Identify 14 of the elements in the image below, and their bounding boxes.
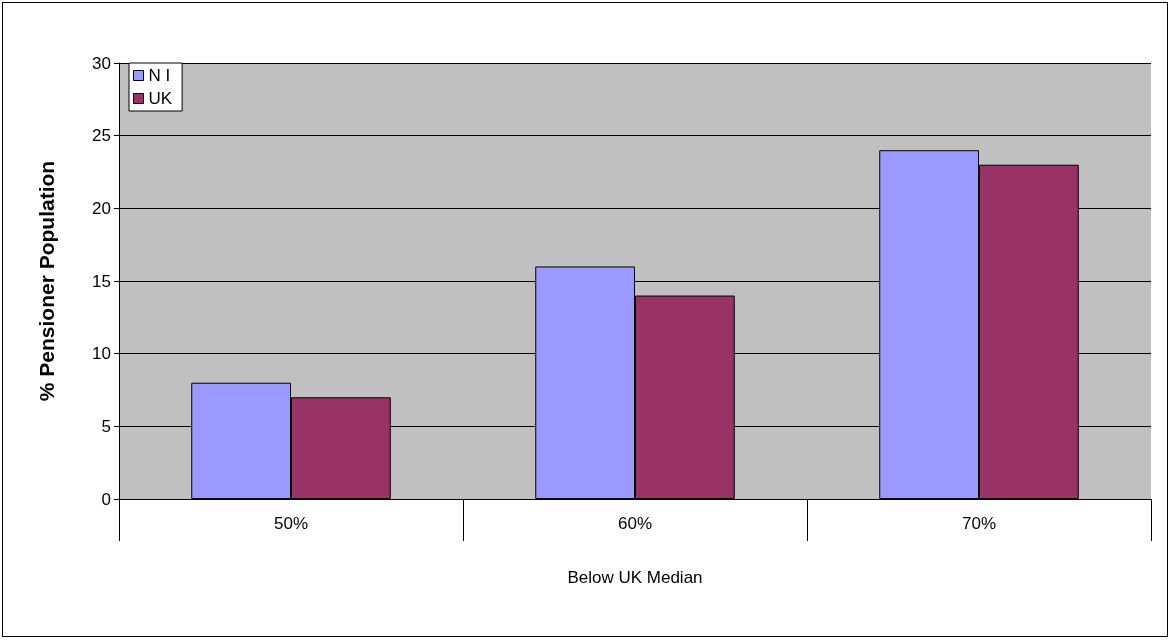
- legend-label: N I: [148, 66, 171, 85]
- y-tick-label: 15: [92, 271, 111, 291]
- y-tick-label: 20: [92, 198, 111, 218]
- y-tick-label: 5: [101, 416, 111, 436]
- y-tick-label: 0: [101, 489, 111, 509]
- x-tick-label: 50%: [273, 514, 309, 533]
- y-axis-title: % Pensioner Population: [35, 160, 58, 402]
- y-tick-label: 10: [92, 344, 111, 364]
- y-tick-label: 25: [92, 126, 111, 146]
- x-tick-label: 70%: [961, 514, 997, 533]
- legend-label: UK: [148, 89, 173, 108]
- x-axis-title: Below UK Median: [567, 568, 703, 587]
- y-tick-label: 30: [92, 53, 111, 73]
- x-tick-label: 60%: [617, 514, 653, 533]
